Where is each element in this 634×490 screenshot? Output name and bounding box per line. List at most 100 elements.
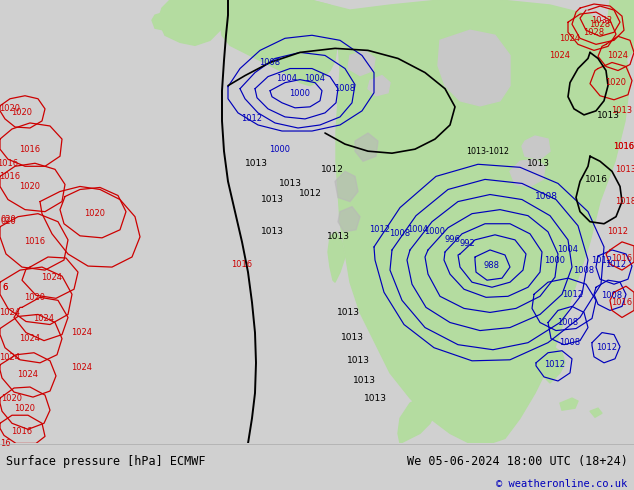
Text: © weatheronline.co.uk: © weatheronline.co.uk bbox=[496, 479, 628, 490]
Polygon shape bbox=[522, 136, 550, 159]
Polygon shape bbox=[580, 55, 600, 74]
Text: 1012: 1012 bbox=[605, 260, 626, 269]
Text: 1013: 1013 bbox=[363, 393, 387, 403]
Text: 1008: 1008 bbox=[559, 338, 581, 347]
Text: 1024: 1024 bbox=[607, 51, 628, 60]
Text: 1024: 1024 bbox=[0, 308, 20, 317]
Polygon shape bbox=[158, 0, 225, 46]
Text: 1000: 1000 bbox=[545, 255, 566, 265]
Text: 1013: 1013 bbox=[327, 232, 349, 242]
Text: 1013: 1013 bbox=[611, 106, 633, 115]
Text: 1013: 1013 bbox=[597, 111, 619, 121]
Text: 1004: 1004 bbox=[557, 245, 578, 254]
Text: 1016: 1016 bbox=[614, 142, 634, 150]
Text: 1024: 1024 bbox=[41, 272, 63, 282]
Text: 1008: 1008 bbox=[259, 58, 281, 67]
Text: 1013: 1013 bbox=[353, 376, 375, 386]
Text: 1013: 1013 bbox=[337, 308, 359, 317]
Text: 1016: 1016 bbox=[20, 145, 41, 154]
Text: 1016: 1016 bbox=[585, 175, 607, 184]
Text: 1008: 1008 bbox=[602, 291, 623, 300]
Polygon shape bbox=[348, 50, 375, 75]
Text: 1012: 1012 bbox=[242, 115, 262, 123]
Polygon shape bbox=[152, 12, 170, 30]
Polygon shape bbox=[355, 133, 378, 161]
Text: 020: 020 bbox=[0, 215, 16, 224]
Text: 1020: 1020 bbox=[11, 108, 32, 118]
Polygon shape bbox=[328, 232, 345, 282]
Text: 1024: 1024 bbox=[18, 370, 39, 379]
Polygon shape bbox=[335, 172, 358, 201]
Text: 6: 6 bbox=[3, 283, 8, 292]
Text: 1016: 1016 bbox=[611, 298, 633, 307]
Text: 1013: 1013 bbox=[245, 159, 268, 168]
Text: 1013: 1013 bbox=[347, 356, 370, 366]
Text: 1018: 1018 bbox=[616, 197, 634, 206]
Text: 988: 988 bbox=[484, 261, 500, 270]
Polygon shape bbox=[398, 398, 435, 443]
Text: 1012: 1012 bbox=[597, 343, 618, 352]
Text: 1013: 1013 bbox=[278, 179, 302, 188]
Text: 1020: 1020 bbox=[84, 209, 105, 218]
Polygon shape bbox=[220, 0, 630, 443]
Polygon shape bbox=[510, 159, 545, 187]
Text: 1020: 1020 bbox=[15, 404, 36, 413]
Polygon shape bbox=[543, 348, 565, 383]
Polygon shape bbox=[438, 30, 510, 106]
Text: 1013-1012: 1013-1012 bbox=[467, 147, 510, 156]
Text: Surface pressure [hPa] ECMWF: Surface pressure [hPa] ECMWF bbox=[6, 455, 206, 467]
Polygon shape bbox=[600, 40, 622, 58]
Text: 1024: 1024 bbox=[559, 34, 581, 43]
Text: We 05-06-2024 18:00 UTC (18+24): We 05-06-2024 18:00 UTC (18+24) bbox=[407, 455, 628, 467]
Text: 1000: 1000 bbox=[425, 227, 446, 236]
Text: 1004: 1004 bbox=[408, 225, 429, 234]
Polygon shape bbox=[605, 0, 634, 60]
Text: 1008: 1008 bbox=[557, 318, 579, 327]
Text: 1013: 1013 bbox=[526, 159, 550, 168]
Text: 1020: 1020 bbox=[605, 78, 626, 87]
Text: 1024: 1024 bbox=[0, 353, 20, 362]
Text: 020: 020 bbox=[0, 217, 16, 226]
Text: 16: 16 bbox=[0, 439, 10, 448]
Text: 1013: 1013 bbox=[616, 165, 634, 174]
Text: 1028: 1028 bbox=[583, 28, 605, 37]
Polygon shape bbox=[590, 408, 602, 417]
Polygon shape bbox=[338, 207, 360, 232]
Text: 1024: 1024 bbox=[34, 314, 55, 323]
Text: 1020: 1020 bbox=[20, 182, 41, 191]
Text: 1008: 1008 bbox=[534, 192, 557, 201]
Text: 1016: 1016 bbox=[231, 260, 252, 269]
Text: 1008: 1008 bbox=[573, 266, 595, 274]
Text: 1016: 1016 bbox=[11, 427, 32, 436]
Text: 1004: 1004 bbox=[304, 74, 325, 83]
Text: 1000: 1000 bbox=[269, 145, 290, 154]
Text: 1000: 1000 bbox=[290, 89, 311, 98]
Text: 1024: 1024 bbox=[72, 328, 93, 337]
Text: 1024: 1024 bbox=[550, 51, 571, 60]
Text: 1028: 1028 bbox=[590, 20, 611, 29]
Text: 1012: 1012 bbox=[592, 255, 612, 265]
Text: 1020: 1020 bbox=[25, 293, 46, 302]
Text: 1008: 1008 bbox=[389, 229, 411, 238]
Text: 1016: 1016 bbox=[611, 253, 633, 263]
Text: 1020: 1020 bbox=[1, 393, 22, 403]
Text: 1016: 1016 bbox=[25, 237, 46, 246]
Text: 1008: 1008 bbox=[335, 84, 356, 93]
Text: 992: 992 bbox=[459, 240, 475, 248]
Text: 1012: 1012 bbox=[545, 360, 566, 369]
Text: 1013: 1013 bbox=[340, 333, 363, 342]
Polygon shape bbox=[560, 398, 578, 410]
Text: 996: 996 bbox=[444, 235, 460, 245]
Text: 1012: 1012 bbox=[370, 225, 391, 234]
Text: 1012: 1012 bbox=[607, 227, 628, 236]
Text: 1020: 1020 bbox=[0, 104, 20, 113]
Text: 1013: 1013 bbox=[261, 227, 283, 236]
Polygon shape bbox=[220, 0, 340, 86]
Text: 1012: 1012 bbox=[562, 290, 583, 299]
Polygon shape bbox=[368, 75, 390, 96]
Text: 1012: 1012 bbox=[299, 189, 321, 198]
Text: 1016: 1016 bbox=[614, 142, 634, 150]
Text: 1016: 1016 bbox=[0, 159, 18, 168]
Text: 1012: 1012 bbox=[321, 165, 344, 174]
Text: 6: 6 bbox=[3, 283, 8, 292]
